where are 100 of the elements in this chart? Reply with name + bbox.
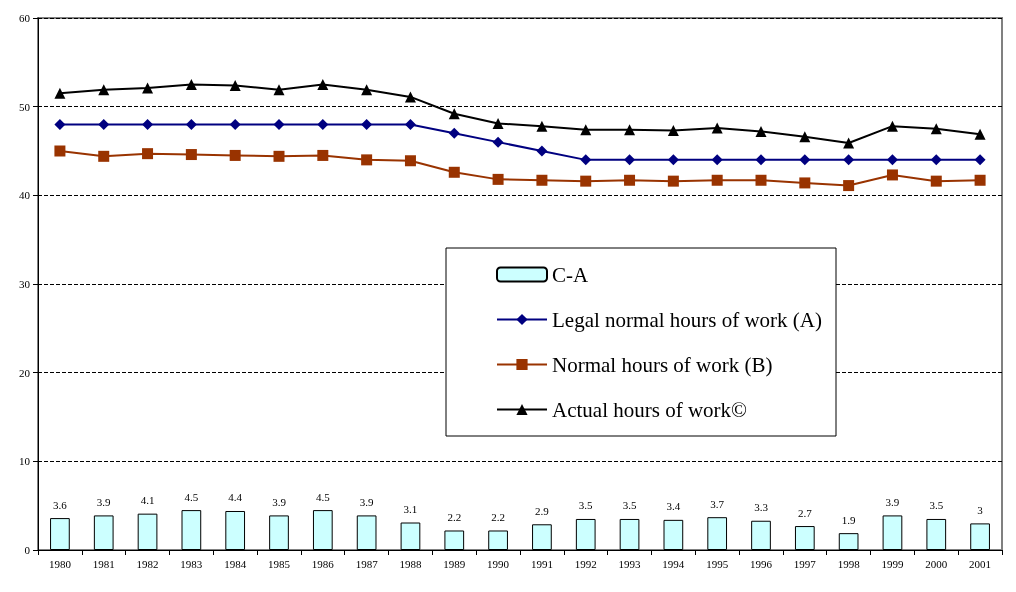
point <box>54 118 66 130</box>
data-label: 3.6 <box>53 498 68 511</box>
point <box>361 154 373 166</box>
point <box>142 82 154 94</box>
x-tick-label: 1989 <box>443 557 466 570</box>
point <box>886 154 898 166</box>
point <box>229 149 241 161</box>
x-tick-label: 1985 <box>268 557 291 570</box>
point <box>492 118 504 130</box>
point <box>142 148 154 160</box>
data-label: 4.5 <box>184 490 199 503</box>
point <box>580 175 592 187</box>
y-tick-label: 0 <box>24 544 31 556</box>
point <box>624 124 636 136</box>
x-tick-label: 1996 <box>750 557 773 570</box>
point <box>667 154 679 166</box>
point <box>404 155 416 167</box>
x-tick-label: 1984 <box>224 557 247 570</box>
x-tick-label: 1988 <box>399 557 422 570</box>
x-tick-label: 1995 <box>706 557 729 570</box>
x-tick-label: 1998 <box>837 557 861 570</box>
x-tick-label: 1981 <box>92 557 115 570</box>
x-tick-label: 1980 <box>48 557 72 570</box>
point <box>317 118 329 130</box>
point <box>229 79 241 91</box>
point <box>886 169 898 181</box>
data-label: 3.7 <box>710 497 725 510</box>
y-tick-label: 30 <box>19 278 31 290</box>
x-tick-label: 1982 <box>136 557 159 570</box>
data-label: 2.7 <box>797 506 813 519</box>
x-tick-label: 1997 <box>793 557 817 570</box>
y-tick-label: 40 <box>19 189 31 202</box>
point <box>930 123 942 135</box>
y-tick-label: 10 <box>19 455 31 468</box>
x-tick-label: 1987 <box>355 557 379 570</box>
data-label: 1.9 <box>841 513 857 526</box>
data-label: 3.9 <box>272 495 287 508</box>
point <box>448 127 460 139</box>
point <box>667 175 679 187</box>
point <box>142 118 154 130</box>
point <box>974 174 986 186</box>
x-tick-label: 2001 <box>969 557 992 570</box>
point <box>711 154 723 166</box>
point <box>930 175 942 187</box>
x-tick-label: 1983 <box>180 557 203 570</box>
x-tick-label: 2000 <box>925 557 948 570</box>
point <box>711 122 723 134</box>
x-tick-label: 1994 <box>662 557 685 570</box>
point <box>185 118 197 130</box>
point <box>580 124 592 136</box>
data-label: 3.9 <box>885 495 900 508</box>
legend-label: Legal normal hours of work (A) <box>552 307 823 332</box>
point <box>98 150 110 162</box>
y-tick-label: 60 <box>19 12 31 24</box>
point <box>755 174 767 186</box>
data-label: 2.2 <box>491 510 505 523</box>
point <box>448 166 460 178</box>
data-label: 3 <box>977 503 984 516</box>
point <box>886 120 898 132</box>
data-label: 3.9 <box>359 495 375 508</box>
point <box>843 137 855 149</box>
data-label: 3.5 <box>622 499 637 512</box>
x-tick-label: 1992 <box>574 557 597 570</box>
point <box>843 180 855 192</box>
point <box>54 87 66 99</box>
point <box>624 154 636 166</box>
legend-label: Normal hours of work (B) <box>552 352 773 377</box>
data-label: 3.4 <box>666 500 681 513</box>
x-tick-label: 1986 <box>311 557 335 570</box>
point <box>974 128 986 140</box>
point <box>799 177 811 189</box>
point <box>361 118 373 130</box>
data-label: 3.9 <box>96 495 112 508</box>
point <box>273 150 285 162</box>
point <box>492 136 504 148</box>
x-tick-label: 1999 <box>881 557 904 570</box>
point <box>580 154 592 166</box>
point <box>229 118 241 130</box>
y-tick-label: 50 <box>19 100 31 113</box>
point <box>185 149 197 161</box>
data-label: 2.9 <box>535 504 550 517</box>
point <box>974 154 986 166</box>
data-label: 4.1 <box>140 494 155 507</box>
point <box>755 125 767 137</box>
point <box>536 174 548 186</box>
data-label: 3.5 <box>578 499 594 512</box>
point <box>404 91 416 103</box>
point <box>536 120 548 132</box>
legend-label: C-A <box>552 262 589 287</box>
point <box>273 84 285 96</box>
point <box>317 149 329 161</box>
x-tick-label: 1993 <box>618 557 642 570</box>
point <box>799 154 811 166</box>
point <box>98 84 110 96</box>
data-label: 4.4 <box>228 491 243 504</box>
point <box>317 79 329 90</box>
point <box>98 118 110 130</box>
point <box>404 118 416 130</box>
legend-label: Actual hours of work© <box>552 397 748 422</box>
x-tick-label: 1991 <box>530 557 553 570</box>
